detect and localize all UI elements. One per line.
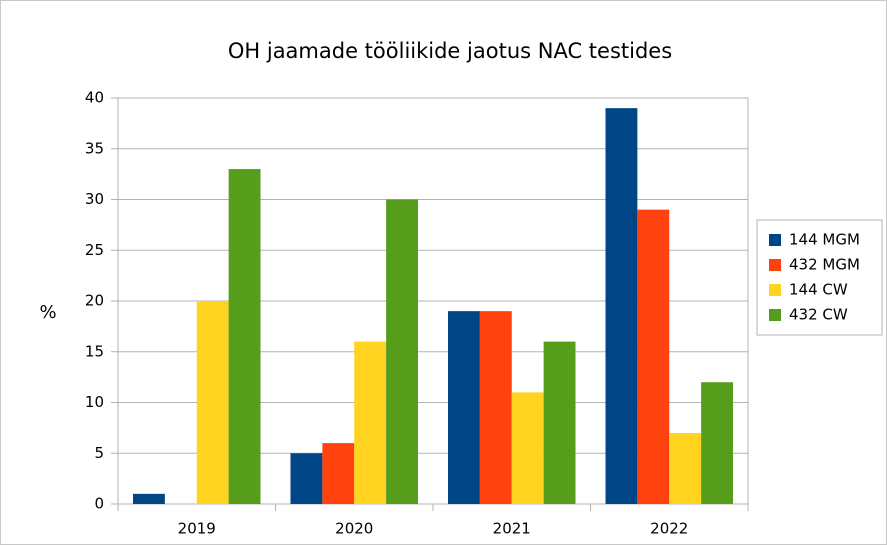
x-tick-label: 2019 bbox=[178, 520, 216, 538]
y-axis-label: % bbox=[39, 302, 56, 323]
legend-swatch bbox=[769, 259, 781, 271]
bar bbox=[133, 493, 165, 504]
y-tick-label: 5 bbox=[94, 444, 104, 462]
y-tick-label: 30 bbox=[85, 190, 104, 208]
legend-label: 144 MGM bbox=[789, 231, 860, 249]
y-tick-label: 20 bbox=[85, 292, 104, 310]
y-tick-label: 15 bbox=[85, 342, 104, 360]
x-tick-label: 2022 bbox=[650, 520, 688, 538]
x-tick-label: 2021 bbox=[493, 520, 531, 538]
legend-label: 432 MGM bbox=[789, 256, 860, 274]
bar bbox=[479, 311, 512, 504]
y-tick-label: 35 bbox=[85, 139, 104, 157]
legend-label: 144 CW bbox=[789, 281, 848, 299]
legend-swatch bbox=[769, 284, 781, 296]
legend-label: 432 CW bbox=[789, 306, 848, 324]
bar bbox=[605, 108, 638, 505]
bar bbox=[322, 443, 355, 504]
chart-title: OH jaamade tööliikide jaotus NAC testide… bbox=[228, 39, 672, 63]
y-tick-label: 10 bbox=[85, 393, 104, 411]
y-tick-label: 0 bbox=[94, 495, 104, 513]
bar bbox=[669, 432, 702, 504]
bar bbox=[228, 169, 261, 505]
bar bbox=[701, 382, 733, 504]
bar bbox=[511, 392, 544, 504]
bar bbox=[196, 301, 229, 504]
y-tick-label: 40 bbox=[85, 89, 104, 107]
bar bbox=[543, 341, 576, 504]
bar bbox=[354, 341, 387, 504]
bar bbox=[637, 209, 670, 504]
legend-swatch bbox=[769, 309, 781, 321]
bar bbox=[386, 199, 418, 504]
bar bbox=[290, 453, 323, 504]
x-tick-label: 2020 bbox=[335, 520, 373, 538]
bar bbox=[448, 311, 480, 504]
y-tick-label: 25 bbox=[85, 241, 104, 259]
legend-swatch bbox=[769, 234, 781, 246]
